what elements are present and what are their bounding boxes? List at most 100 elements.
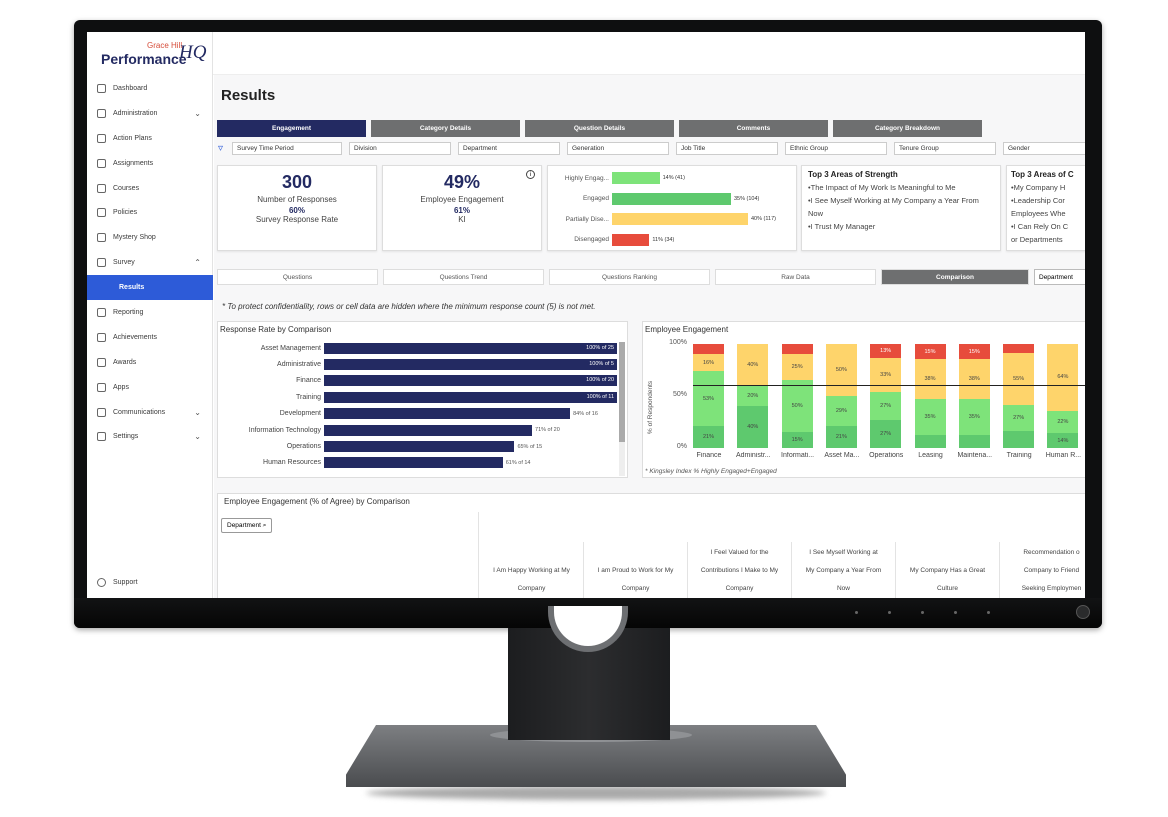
sidebar-item-survey[interactable]: Survey ⌃ bbox=[87, 250, 213, 275]
grid-icon bbox=[97, 382, 106, 392]
sidebar-item-mystery-shop[interactable]: Mystery Shop bbox=[87, 225, 213, 250]
sidebar-item-administration[interactable]: Administration ⌄ bbox=[87, 101, 213, 126]
chart-segment: 21% bbox=[825, 426, 857, 448]
funnel-icon[interactable]: ▿ bbox=[218, 143, 224, 154]
logo-performance: Performance bbox=[101, 51, 187, 67]
department-select[interactable]: Department bbox=[1034, 269, 1085, 285]
chevron-icon[interactable]: ⌄ bbox=[194, 407, 201, 417]
sidebar-item-label: Action Plans bbox=[113, 134, 152, 142]
subtab-raw-data[interactable]: Raw Data bbox=[715, 269, 876, 285]
data-label: 35% bbox=[924, 413, 936, 420]
filter-bar: Survey Time Period Division Department Gene… bbox=[232, 142, 1085, 155]
response-rate-value: 100% of 25 bbox=[586, 344, 614, 351]
tab-question-details[interactable]: Question Details bbox=[525, 120, 674, 137]
data-label: 50% bbox=[791, 403, 803, 410]
chart-column: 40% 20% 40% bbox=[737, 344, 769, 448]
responses-count: 300 bbox=[281, 172, 313, 192]
response-rate-row: Development 84% of 16 bbox=[218, 406, 598, 422]
x-category-label: Leasing bbox=[918, 452, 943, 459]
filter-generation[interactable]: Generation bbox=[567, 142, 669, 155]
chevron-icon[interactable]: ⌄ bbox=[194, 432, 201, 442]
table-column-header[interactable]: My Company Has a Great Culture bbox=[909, 567, 986, 592]
app-logo[interactable]: Grace Hill Performance HQ bbox=[87, 32, 212, 74]
sidebar-item-reporting[interactable]: Reporting bbox=[87, 300, 213, 325]
sidebar-item-achievements[interactable]: Achievements bbox=[87, 325, 213, 350]
chart-column: 21% 29% 50% bbox=[825, 344, 857, 448]
chart-segment: 25% bbox=[781, 354, 813, 381]
response-rate-row: Training 100% of 11 bbox=[218, 389, 617, 405]
sidebar-item-settings[interactable]: Settings ⌄ bbox=[87, 424, 213, 449]
sidebar-item-results[interactable]: Results bbox=[87, 275, 213, 301]
filter-tenure-group[interactable]: Tenure Group bbox=[894, 142, 996, 155]
tab-comments[interactable]: Comments bbox=[679, 120, 828, 137]
sidebar-item-label: Survey bbox=[113, 259, 135, 267]
subtab-questions-trend[interactable]: Questions Trend bbox=[383, 269, 544, 285]
tab-engagement[interactable]: Engagement bbox=[217, 120, 366, 137]
data-label: 27% bbox=[880, 430, 892, 437]
subtab-questions[interactable]: Questions bbox=[217, 269, 378, 285]
chart-column: 35% 38% 15% bbox=[914, 344, 946, 448]
y-tick-label: 0% bbox=[676, 443, 687, 450]
scrollbar[interactable] bbox=[619, 342, 625, 476]
chevron-icon[interactable]: ⌃ bbox=[194, 258, 201, 268]
chart-segment bbox=[958, 434, 990, 448]
sidebar-item-courses[interactable]: Courses bbox=[87, 176, 213, 201]
response-rate-panel: Response Rate by Comparison Asset Manage… bbox=[217, 321, 628, 478]
chart-segment: 53% bbox=[693, 371, 724, 427]
engagement-level-row: Highly Engag... 14% (41) bbox=[548, 170, 685, 186]
chevron-icon[interactable]: ⌄ bbox=[194, 108, 201, 118]
power-button[interactable] bbox=[1076, 605, 1090, 619]
chart-column: 15% 50% 25% bbox=[781, 344, 813, 448]
sidebar-item-communications[interactable]: Communications ⌄ bbox=[87, 400, 213, 425]
table-column-header[interactable]: I am Proud to Work for My Company bbox=[597, 567, 674, 592]
data-label: 16% bbox=[702, 359, 714, 366]
filter-department[interactable]: Department bbox=[458, 142, 560, 155]
data-label: 29% bbox=[835, 408, 847, 415]
chart-segment bbox=[1003, 430, 1035, 448]
subtab-questions-ranking[interactable]: Questions Ranking bbox=[549, 269, 710, 285]
response-rate-bar: 100% of 25 bbox=[324, 342, 617, 354]
engagement-level-row: Partially Dise... 40% (117) bbox=[548, 211, 776, 227]
sidebar-item-support[interactable]: Support bbox=[97, 578, 138, 587]
filter-division[interactable]: Division bbox=[349, 142, 451, 155]
top-tabs: Engagement Category Details Question Detai… bbox=[217, 120, 982, 137]
sidebar-item-apps[interactable]: Apps bbox=[87, 375, 213, 400]
filter-ethnic-group[interactable]: Ethnic Group bbox=[785, 142, 887, 155]
filter-survey-time-period[interactable]: Survey Time Period bbox=[232, 142, 342, 155]
table-column-header[interactable]: Recommendation o Company to Friend Seeking… bbox=[1021, 549, 1082, 592]
engagement-card: i 49% Employee Engagement 61% KI bbox=[382, 165, 542, 251]
engagement-levels-card: Highly Engag... 14% (41) Engaged 35% (104) P… bbox=[547, 165, 797, 251]
table-column-header[interactable]: I Feel Valued for the Contributions I Mak… bbox=[700, 549, 779, 592]
chart-segment: 29% bbox=[825, 396, 857, 427]
file-icon bbox=[97, 307, 106, 317]
chart-segment: 35% bbox=[958, 398, 990, 435]
data-label: 20% bbox=[747, 393, 759, 399]
sidebar-item-dashboard[interactable]: Dashboard bbox=[87, 76, 213, 101]
sidebar-item-action-plans[interactable]: Action Plans bbox=[87, 126, 213, 151]
response-rate-bar bbox=[324, 424, 533, 436]
dashboard-icon bbox=[97, 83, 106, 93]
sidebar: Grace Hill Performance HQ Dashboard Admin… bbox=[87, 32, 213, 598]
engagement-level-bar bbox=[612, 172, 660, 184]
info-icon[interactable]: i bbox=[526, 170, 535, 179]
table-column-header[interactable]: I See Myself Working at My Company a Year… bbox=[805, 549, 882, 592]
chart-column: 27% 27% 33% 13% bbox=[870, 344, 902, 448]
tab-category-breakdown[interactable]: Category Breakdown bbox=[833, 120, 982, 137]
x-category-label: Training bbox=[1006, 452, 1032, 459]
filter-gender[interactable]: Gender bbox=[1003, 142, 1085, 155]
table-column-header[interactable]: I Am Happy Working at My Company bbox=[493, 567, 570, 592]
group-by-button[interactable]: Department ⌕ bbox=[221, 518, 273, 533]
sidebar-item-label: Dashboard bbox=[113, 84, 148, 92]
sidebar-item-policies[interactable]: Policies bbox=[87, 200, 213, 225]
data-label: 38% bbox=[968, 376, 980, 382]
filter-job-title[interactable]: Job Title bbox=[676, 142, 778, 155]
sidebar-item-awards[interactable]: Awards bbox=[87, 350, 213, 375]
subtab-comparison[interactable]: Comparison bbox=[881, 269, 1029, 285]
tab-category-details[interactable]: Category Details bbox=[371, 120, 520, 137]
agree-table-title: Employee Engagement (% of Agree) by Comp… bbox=[224, 497, 410, 506]
sidebar-item-assignments[interactable]: Assignments bbox=[87, 151, 213, 176]
response-rate-label: Administrative bbox=[277, 361, 321, 369]
response-rate-value: 84% of 16 bbox=[573, 410, 598, 417]
data-label: 35% bbox=[968, 413, 980, 420]
logo-grace-hill: Grace Hill bbox=[147, 41, 183, 50]
